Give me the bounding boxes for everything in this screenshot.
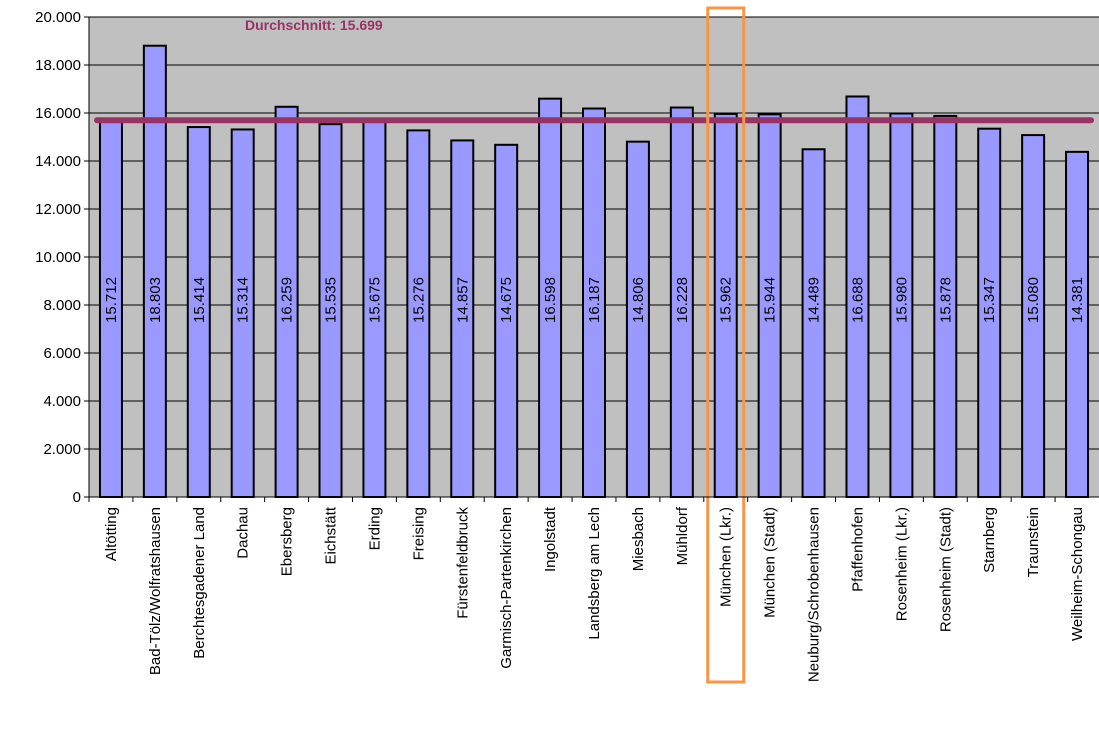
- category-label: Rosenheim (Stadt): [937, 507, 954, 632]
- y-tick-label: 18.000: [35, 57, 81, 74]
- category-label: Bad-Tölz/Wolfratshausen: [147, 507, 164, 675]
- value-label: 16.259: [279, 277, 296, 323]
- value-label: 15.535: [323, 277, 340, 323]
- category-label: Weilheim-Schongau: [1069, 507, 1086, 641]
- y-axis-ticks: 0 2.000 4.000 6.000 8.000 10.000 12.000 14.000 1…: [35, 9, 89, 506]
- bar: [142, 44, 167, 499]
- y-tick-label: 4.000: [43, 393, 81, 410]
- category-label: Altötting: [103, 507, 120, 561]
- value-label: 14.806: [630, 277, 647, 323]
- value-label: 15.080: [1025, 277, 1042, 323]
- value-label: 14.675: [498, 277, 515, 323]
- category-label: Berchtesgadener Land: [191, 507, 208, 659]
- category-label: Starnberg: [981, 507, 998, 573]
- category-label: Eichstätt: [323, 506, 340, 564]
- value-label: 16.228: [674, 277, 691, 323]
- value-label: 15.314: [235, 277, 252, 323]
- value-label: 15.944: [762, 277, 779, 323]
- category-label: Mühldorf: [674, 506, 691, 565]
- category-label: Neuburg/Schrobenhausen: [806, 507, 823, 682]
- value-labels: 15.712 18.803 15.414 15.314 16.259 15.535 15.6…: [103, 277, 1086, 323]
- value-label: 16.688: [849, 277, 866, 323]
- x-axis-labels: Altötting Bad-Tölz/Wolfratshausen Berchtes…: [88, 497, 1086, 682]
- bar: [1065, 150, 1090, 499]
- category-label: Erding: [366, 507, 383, 550]
- category-label: Dachau: [235, 507, 252, 559]
- value-label: 16.187: [586, 277, 603, 323]
- y-tick-label: 2.000: [43, 441, 81, 458]
- category-label: Traunstein: [1025, 507, 1042, 577]
- value-label: 14.381: [1069, 277, 1086, 323]
- value-label: 15.878: [937, 277, 954, 323]
- y-tick-label: 20.000: [35, 9, 81, 26]
- value-label: 15.675: [366, 277, 383, 323]
- category-label: Ebersberg: [279, 507, 296, 576]
- category-label: Miesbach: [630, 507, 647, 571]
- value-label: 16.598: [542, 277, 559, 323]
- category-label: Fürstenfeldbruck: [454, 507, 471, 619]
- value-label: 15.347: [981, 277, 998, 323]
- category-label: München (Stadt): [762, 507, 779, 618]
- y-tick-label: 10.000: [35, 249, 81, 266]
- category-label: München (Lkr.): [718, 507, 735, 607]
- value-label: 15.962: [718, 277, 735, 323]
- y-tick-label: 6.000: [43, 345, 81, 362]
- highlight-box: [706, 6, 746, 684]
- value-label: 18.803: [147, 277, 164, 323]
- value-label: 14.489: [806, 277, 823, 323]
- y-tick-label: 16.000: [35, 105, 81, 122]
- category-label: Landsberg am Lech: [586, 507, 603, 640]
- category-label: Pfaffenhofen: [849, 507, 866, 592]
- value-label: 15.414: [191, 277, 208, 323]
- value-label: 15.712: [103, 277, 120, 323]
- category-label: Garmisch-Partenkirchen: [498, 507, 515, 669]
- category-label: Freising: [410, 507, 427, 560]
- y-tick-label: 0: [73, 489, 81, 506]
- y-tick-label: 12.000: [35, 201, 81, 218]
- y-tick-label: 8.000: [43, 297, 81, 314]
- category-label: Rosenheim (Lkr.): [893, 507, 910, 621]
- value-label: 14.857: [454, 277, 471, 323]
- value-label: 15.980: [893, 277, 910, 323]
- average-label: Durchschnitt: 15.699: [245, 17, 383, 33]
- value-label: 15.276: [410, 277, 427, 323]
- y-tick-label: 14.000: [35, 153, 81, 170]
- category-label: Ingolstadt: [542, 506, 559, 572]
